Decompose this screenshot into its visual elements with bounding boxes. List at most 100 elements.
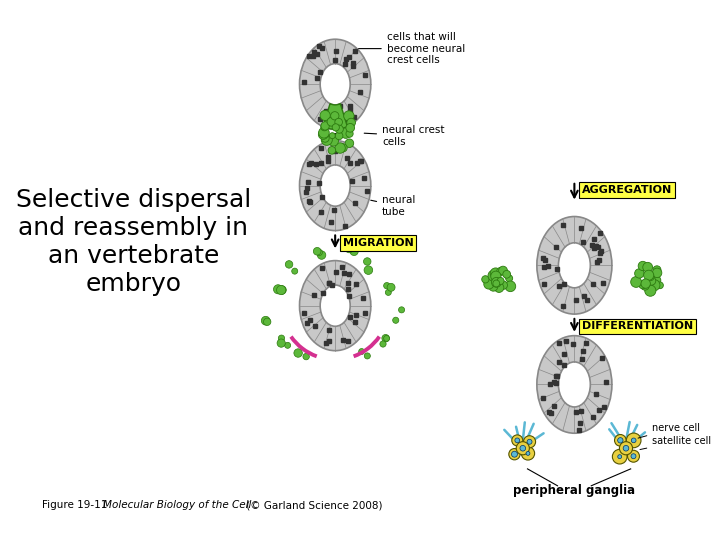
Circle shape <box>292 268 298 274</box>
Text: neural
tube: neural tube <box>371 195 415 217</box>
Circle shape <box>527 439 532 444</box>
Text: cells that will
become neural
crest cells: cells that will become neural crest cell… <box>359 32 465 65</box>
Circle shape <box>318 251 326 259</box>
Circle shape <box>641 279 650 288</box>
Circle shape <box>364 258 371 265</box>
Text: Selective dispersal
and reassembly in
an vertebrate
embryo: Selective dispersal and reassembly in an… <box>16 188 251 295</box>
Circle shape <box>618 455 621 458</box>
Circle shape <box>499 281 508 289</box>
Circle shape <box>516 442 529 455</box>
Circle shape <box>313 247 321 255</box>
Circle shape <box>387 284 395 291</box>
Circle shape <box>345 139 354 147</box>
Circle shape <box>491 271 501 281</box>
Circle shape <box>385 289 391 295</box>
Circle shape <box>332 124 339 131</box>
Circle shape <box>649 280 660 291</box>
Circle shape <box>359 348 364 354</box>
Text: (© Garland Science 2008): (© Garland Science 2008) <box>243 500 383 510</box>
Ellipse shape <box>300 39 371 129</box>
Circle shape <box>364 266 373 274</box>
Circle shape <box>335 143 346 153</box>
Ellipse shape <box>320 165 350 206</box>
Circle shape <box>484 279 494 289</box>
Circle shape <box>384 335 390 341</box>
Circle shape <box>399 307 405 313</box>
Circle shape <box>626 433 641 448</box>
Circle shape <box>343 111 354 121</box>
Circle shape <box>330 112 339 120</box>
Ellipse shape <box>537 217 612 314</box>
Circle shape <box>499 266 508 275</box>
Circle shape <box>643 262 652 272</box>
Text: peripheral ganglia: peripheral ganglia <box>513 484 636 497</box>
Circle shape <box>624 446 629 451</box>
Circle shape <box>294 349 302 357</box>
Circle shape <box>653 266 661 274</box>
Circle shape <box>303 353 310 360</box>
Circle shape <box>261 316 270 325</box>
Circle shape <box>328 136 338 146</box>
Circle shape <box>347 118 356 127</box>
Circle shape <box>631 454 636 458</box>
Circle shape <box>505 275 513 282</box>
Circle shape <box>647 273 654 281</box>
Circle shape <box>328 146 336 154</box>
Circle shape <box>523 436 536 448</box>
Circle shape <box>284 342 291 348</box>
Circle shape <box>285 261 293 268</box>
Ellipse shape <box>300 140 371 231</box>
Polygon shape <box>323 104 347 129</box>
Circle shape <box>482 276 489 283</box>
Circle shape <box>336 125 343 133</box>
Text: neural crest
cells: neural crest cells <box>364 125 444 147</box>
Text: Molecular Biology of the Cell: Molecular Biology of the Cell <box>102 500 251 510</box>
Circle shape <box>613 449 627 464</box>
Ellipse shape <box>559 362 590 407</box>
Circle shape <box>320 110 330 120</box>
Circle shape <box>489 282 498 291</box>
Circle shape <box>521 447 535 460</box>
Circle shape <box>505 281 516 292</box>
Circle shape <box>493 280 500 287</box>
Circle shape <box>652 268 662 278</box>
Circle shape <box>350 247 359 255</box>
Ellipse shape <box>559 243 590 288</box>
Text: MIGRATION: MIGRATION <box>343 238 413 248</box>
Circle shape <box>490 268 501 279</box>
Circle shape <box>335 118 343 126</box>
Circle shape <box>615 435 626 446</box>
Circle shape <box>339 144 347 152</box>
Circle shape <box>494 283 504 293</box>
Text: DIFFERENTIATION: DIFFERENTIATION <box>582 321 693 331</box>
Text: AGGREGATION: AGGREGATION <box>582 185 672 195</box>
Circle shape <box>644 270 654 280</box>
Circle shape <box>497 267 505 275</box>
Circle shape <box>327 117 336 126</box>
Circle shape <box>319 127 329 138</box>
Circle shape <box>628 450 639 462</box>
Text: nerve cell: nerve cell <box>638 423 701 438</box>
Circle shape <box>618 437 623 443</box>
Circle shape <box>520 446 526 451</box>
Circle shape <box>511 451 518 457</box>
Circle shape <box>638 261 647 271</box>
Circle shape <box>392 317 399 323</box>
Circle shape <box>382 334 390 342</box>
Circle shape <box>346 130 353 137</box>
Circle shape <box>345 244 354 253</box>
Ellipse shape <box>320 64 350 105</box>
Circle shape <box>264 318 271 326</box>
Circle shape <box>318 130 328 139</box>
Circle shape <box>277 339 285 347</box>
Text: satellite cell: satellite cell <box>640 436 711 449</box>
Circle shape <box>341 128 351 138</box>
Circle shape <box>526 451 530 455</box>
Circle shape <box>492 278 501 287</box>
Circle shape <box>274 285 282 294</box>
Circle shape <box>321 134 329 142</box>
Circle shape <box>321 122 329 130</box>
Circle shape <box>631 276 642 287</box>
Circle shape <box>503 271 510 278</box>
Circle shape <box>631 438 636 443</box>
